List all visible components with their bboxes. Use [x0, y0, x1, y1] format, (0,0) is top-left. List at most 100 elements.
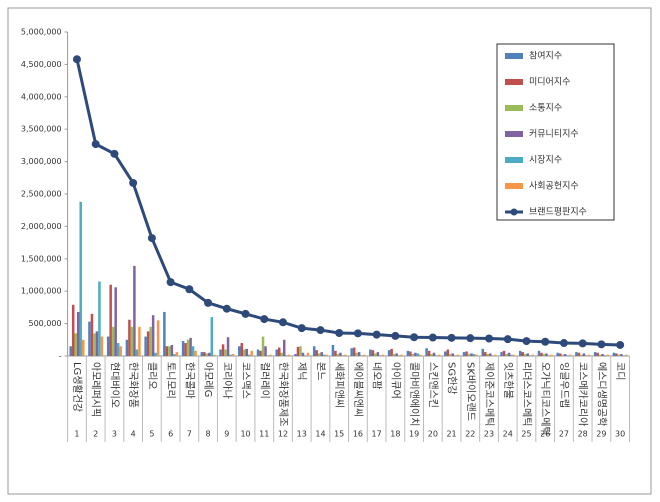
bar — [392, 354, 396, 356]
y-tick-label: 2,500,000 — [21, 190, 62, 199]
bar — [138, 326, 141, 356]
x-tick-label: 클리오 — [146, 362, 158, 390]
bar — [523, 354, 527, 356]
bar — [593, 352, 597, 356]
bar — [531, 354, 534, 356]
legend-swatch — [505, 157, 523, 163]
bar — [601, 354, 604, 356]
bar — [93, 333, 96, 356]
bar — [467, 354, 471, 356]
bar — [537, 350, 541, 356]
bar — [494, 354, 497, 356]
bar — [71, 304, 75, 356]
bar — [390, 348, 393, 356]
bar — [409, 351, 412, 356]
bar — [69, 346, 72, 356]
x-tick-label: 한국화장품제조 — [277, 362, 289, 426]
x-tick-label: 코리아나 — [221, 362, 233, 399]
bar — [261, 336, 265, 356]
y-tick-label: 1,500,000 — [21, 254, 62, 263]
bar — [119, 346, 122, 356]
x-tick-label: 현대바이오 — [108, 362, 120, 408]
rank-label: 10 — [240, 430, 250, 439]
line-marker — [428, 333, 437, 342]
line-marker — [522, 337, 531, 346]
bar — [224, 349, 227, 356]
legend-swatch — [505, 105, 523, 111]
bar — [542, 354, 546, 356]
rank-label: 6 — [168, 430, 173, 439]
x-tick-label: 리더스코스메틱 — [520, 362, 532, 426]
x-tick-label: 코스메카코리아 — [577, 362, 589, 426]
bar — [106, 336, 110, 356]
bar — [472, 354, 476, 356]
bar — [98, 281, 101, 356]
bar — [304, 355, 307, 356]
bar — [475, 354, 478, 356]
bar — [484, 352, 487, 356]
bar — [245, 348, 249, 356]
bar — [622, 355, 626, 356]
bar — [465, 351, 468, 356]
x-tick-label: 한국콜마 — [183, 362, 195, 399]
legend-label: 시장지수 — [529, 155, 562, 166]
bar — [200, 352, 204, 356]
rank-label: 22 — [465, 430, 475, 439]
bar — [580, 354, 583, 356]
bar — [339, 352, 342, 356]
bar — [587, 354, 591, 356]
bar — [312, 346, 316, 356]
y-tick-label: 500,000 — [29, 319, 62, 328]
bar — [381, 354, 385, 356]
legend-swatch — [505, 79, 523, 85]
legend-label: 미디어지수 — [529, 77, 570, 88]
rank-label: 21 — [446, 430, 456, 439]
bar — [296, 346, 300, 356]
bar — [598, 354, 602, 356]
line-marker — [485, 334, 494, 343]
rank-label: 4 — [131, 430, 136, 439]
bar — [432, 352, 436, 356]
line-marker — [91, 140, 100, 149]
bar — [243, 349, 246, 356]
bar — [344, 354, 347, 356]
bar — [430, 354, 433, 356]
bar — [502, 350, 506, 356]
bar — [437, 354, 441, 356]
bar — [545, 353, 548, 356]
line-marker — [391, 331, 400, 340]
rank-label: 23 — [484, 430, 494, 439]
bar — [397, 355, 401, 356]
bar — [146, 331, 150, 356]
rank-label: 8 — [206, 430, 211, 439]
rank-label: 9 — [224, 430, 229, 439]
y-tick-label: 4,500,000 — [21, 60, 62, 69]
x-tick-label: 세화피앤씨 — [333, 362, 345, 408]
x-tick-label: 스킨앤스킨 — [427, 362, 439, 408]
bar — [550, 354, 553, 356]
rank-label: 25 — [521, 430, 531, 439]
y-tick-label: 3,000,000 — [21, 157, 62, 166]
rank-label: 20 — [428, 430, 438, 439]
bar — [625, 354, 628, 356]
rank-label: 24 — [503, 430, 513, 439]
line-marker — [410, 333, 419, 342]
rank-label: 19 — [409, 430, 419, 439]
bar — [133, 265, 136, 356]
bar — [566, 355, 569, 356]
line-marker — [353, 329, 362, 338]
bar — [505, 354, 508, 356]
bar — [226, 337, 230, 356]
rank-label: 28 — [578, 430, 588, 439]
bar — [109, 284, 112, 356]
bar — [360, 355, 363, 356]
line-marker — [466, 334, 475, 343]
bar — [481, 348, 485, 356]
bar — [231, 354, 235, 356]
x-tick-label: LG생활건강 — [71, 362, 84, 412]
x-tick-label: SK바이오랜드 — [464, 362, 476, 421]
bar — [336, 354, 340, 356]
bar — [294, 354, 297, 356]
bar — [341, 355, 345, 356]
line-marker — [447, 333, 456, 342]
